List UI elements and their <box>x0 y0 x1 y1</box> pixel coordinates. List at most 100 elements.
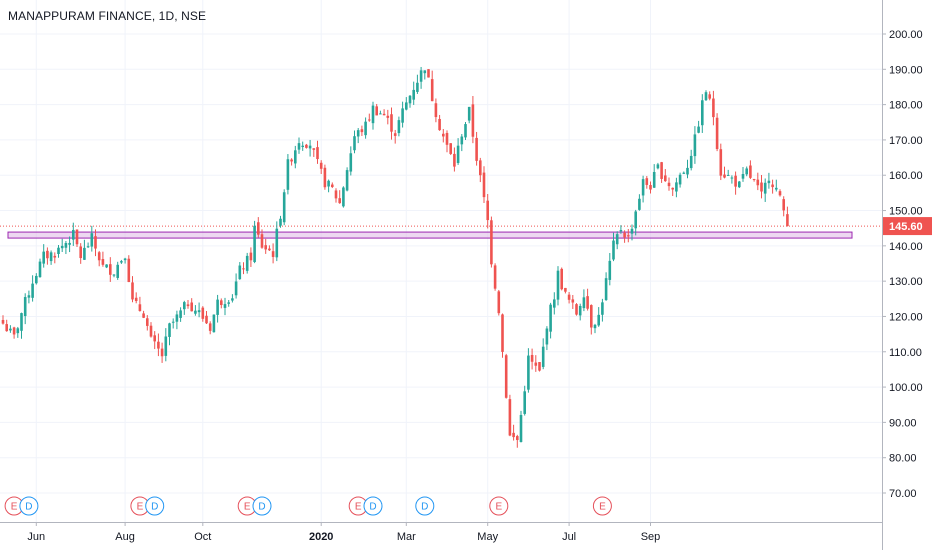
dividend-event-marker[interactable]: D <box>145 496 165 516</box>
candle-body <box>730 177 734 179</box>
candle-body <box>615 234 619 245</box>
candle-body <box>83 247 86 260</box>
candle-body <box>741 174 745 179</box>
earnings-event-marker[interactable]: E <box>592 496 612 516</box>
y-tick-label: 140.00 <box>889 241 923 253</box>
candle-body <box>445 132 449 145</box>
candle-body <box>560 268 563 290</box>
last-price-label: 145.60 <box>883 217 932 236</box>
candle-body <box>482 172 486 198</box>
candle-body <box>171 321 175 323</box>
dividend-event-marker[interactable]: D <box>19 496 39 516</box>
last-price-text: 145.60 <box>889 221 923 233</box>
candle-body <box>786 214 789 227</box>
y-tick-label: 100.00 <box>889 382 923 394</box>
event-letter: E <box>244 502 251 513</box>
candle-body <box>575 304 578 315</box>
candle-body <box>701 100 704 126</box>
candle-body <box>120 261 123 263</box>
dividend-event-marker[interactable]: D <box>252 496 272 516</box>
earnings-event-marker[interactable]: E <box>489 496 509 516</box>
candle-body <box>260 234 264 248</box>
candle-body <box>5 324 8 332</box>
candle-body <box>545 328 549 345</box>
candle-body <box>205 315 208 324</box>
candle-body <box>412 89 415 100</box>
candle-body <box>364 121 367 136</box>
y-tick-label: 160.00 <box>889 170 923 182</box>
candle-body <box>597 314 600 326</box>
y-tick-label: 120.00 <box>889 311 923 323</box>
candle-body <box>316 147 319 160</box>
candle-body <box>678 174 682 185</box>
candle-body <box>671 187 674 190</box>
candle-body <box>745 168 748 175</box>
candle-body <box>134 297 138 302</box>
event-circle <box>252 496 272 516</box>
candle-body <box>242 268 245 270</box>
price-axis[interactable]: 200.00 190.00 180.00 170.00 160.00 150.00 140.… <box>882 29 923 500</box>
candle-body <box>64 243 68 248</box>
candle-body <box>253 225 256 263</box>
candle-body <box>638 198 641 210</box>
candle-body <box>264 245 267 250</box>
event-letter: E <box>599 502 606 513</box>
candle-body <box>756 179 760 186</box>
candle-body <box>157 341 160 349</box>
candle-body <box>479 160 482 176</box>
candle-body <box>94 236 97 249</box>
dividend-event-marker[interactable]: D <box>363 496 383 516</box>
candle-body <box>582 297 586 309</box>
event-letter: D <box>421 502 428 513</box>
event-circle <box>145 496 165 516</box>
x-tick-label: Jul <box>562 531 576 543</box>
candle-body <box>231 298 234 301</box>
candle-body <box>194 310 197 314</box>
x-tick-label: 2020 <box>309 531 333 543</box>
candle-body <box>645 178 649 185</box>
candle-body <box>504 355 508 398</box>
candle-body <box>334 190 338 199</box>
candle-body <box>697 126 700 133</box>
candle-body <box>390 114 393 132</box>
candle-body <box>201 307 205 319</box>
candle-body <box>530 354 534 362</box>
candle-body <box>708 94 711 99</box>
x-tick-label: Aug <box>115 531 135 543</box>
candle-body <box>497 291 501 314</box>
candle-body <box>623 232 626 238</box>
candle-body <box>775 187 778 190</box>
candle-body <box>356 130 360 137</box>
candle-body <box>767 180 771 184</box>
candle-body <box>630 228 634 234</box>
candle-body <box>593 324 597 329</box>
candle-body <box>771 184 774 188</box>
candle-body <box>553 299 556 308</box>
candle-body <box>486 200 489 221</box>
candle-body <box>430 79 434 102</box>
x-tick-label: Jun <box>27 531 45 543</box>
candle-body <box>131 282 134 300</box>
candle-body <box>116 264 119 278</box>
candle-body <box>371 105 375 124</box>
candle-body <box>160 348 164 357</box>
candle-body <box>290 159 293 162</box>
candle-body <box>567 294 571 300</box>
last-price-badge <box>883 217 932 236</box>
candle-body <box>49 252 53 262</box>
time-axis[interactable]: Jun Aug Oct 2020 Mar May Jul Sep <box>27 522 660 543</box>
event-circle <box>489 496 509 516</box>
candle-body <box>726 174 730 176</box>
candle-body <box>164 336 168 356</box>
support-zone-rectangle[interactable] <box>7 231 853 239</box>
dividend-event-marker[interactable]: D <box>415 496 435 516</box>
candle-body <box>375 106 378 116</box>
candle-body <box>627 235 630 237</box>
candle-body <box>427 69 430 78</box>
candle-body <box>434 103 438 118</box>
candle-body <box>523 391 526 414</box>
candle-body <box>360 129 364 133</box>
y-tick-label: 110.00 <box>889 347 922 359</box>
candle-body <box>79 246 82 259</box>
